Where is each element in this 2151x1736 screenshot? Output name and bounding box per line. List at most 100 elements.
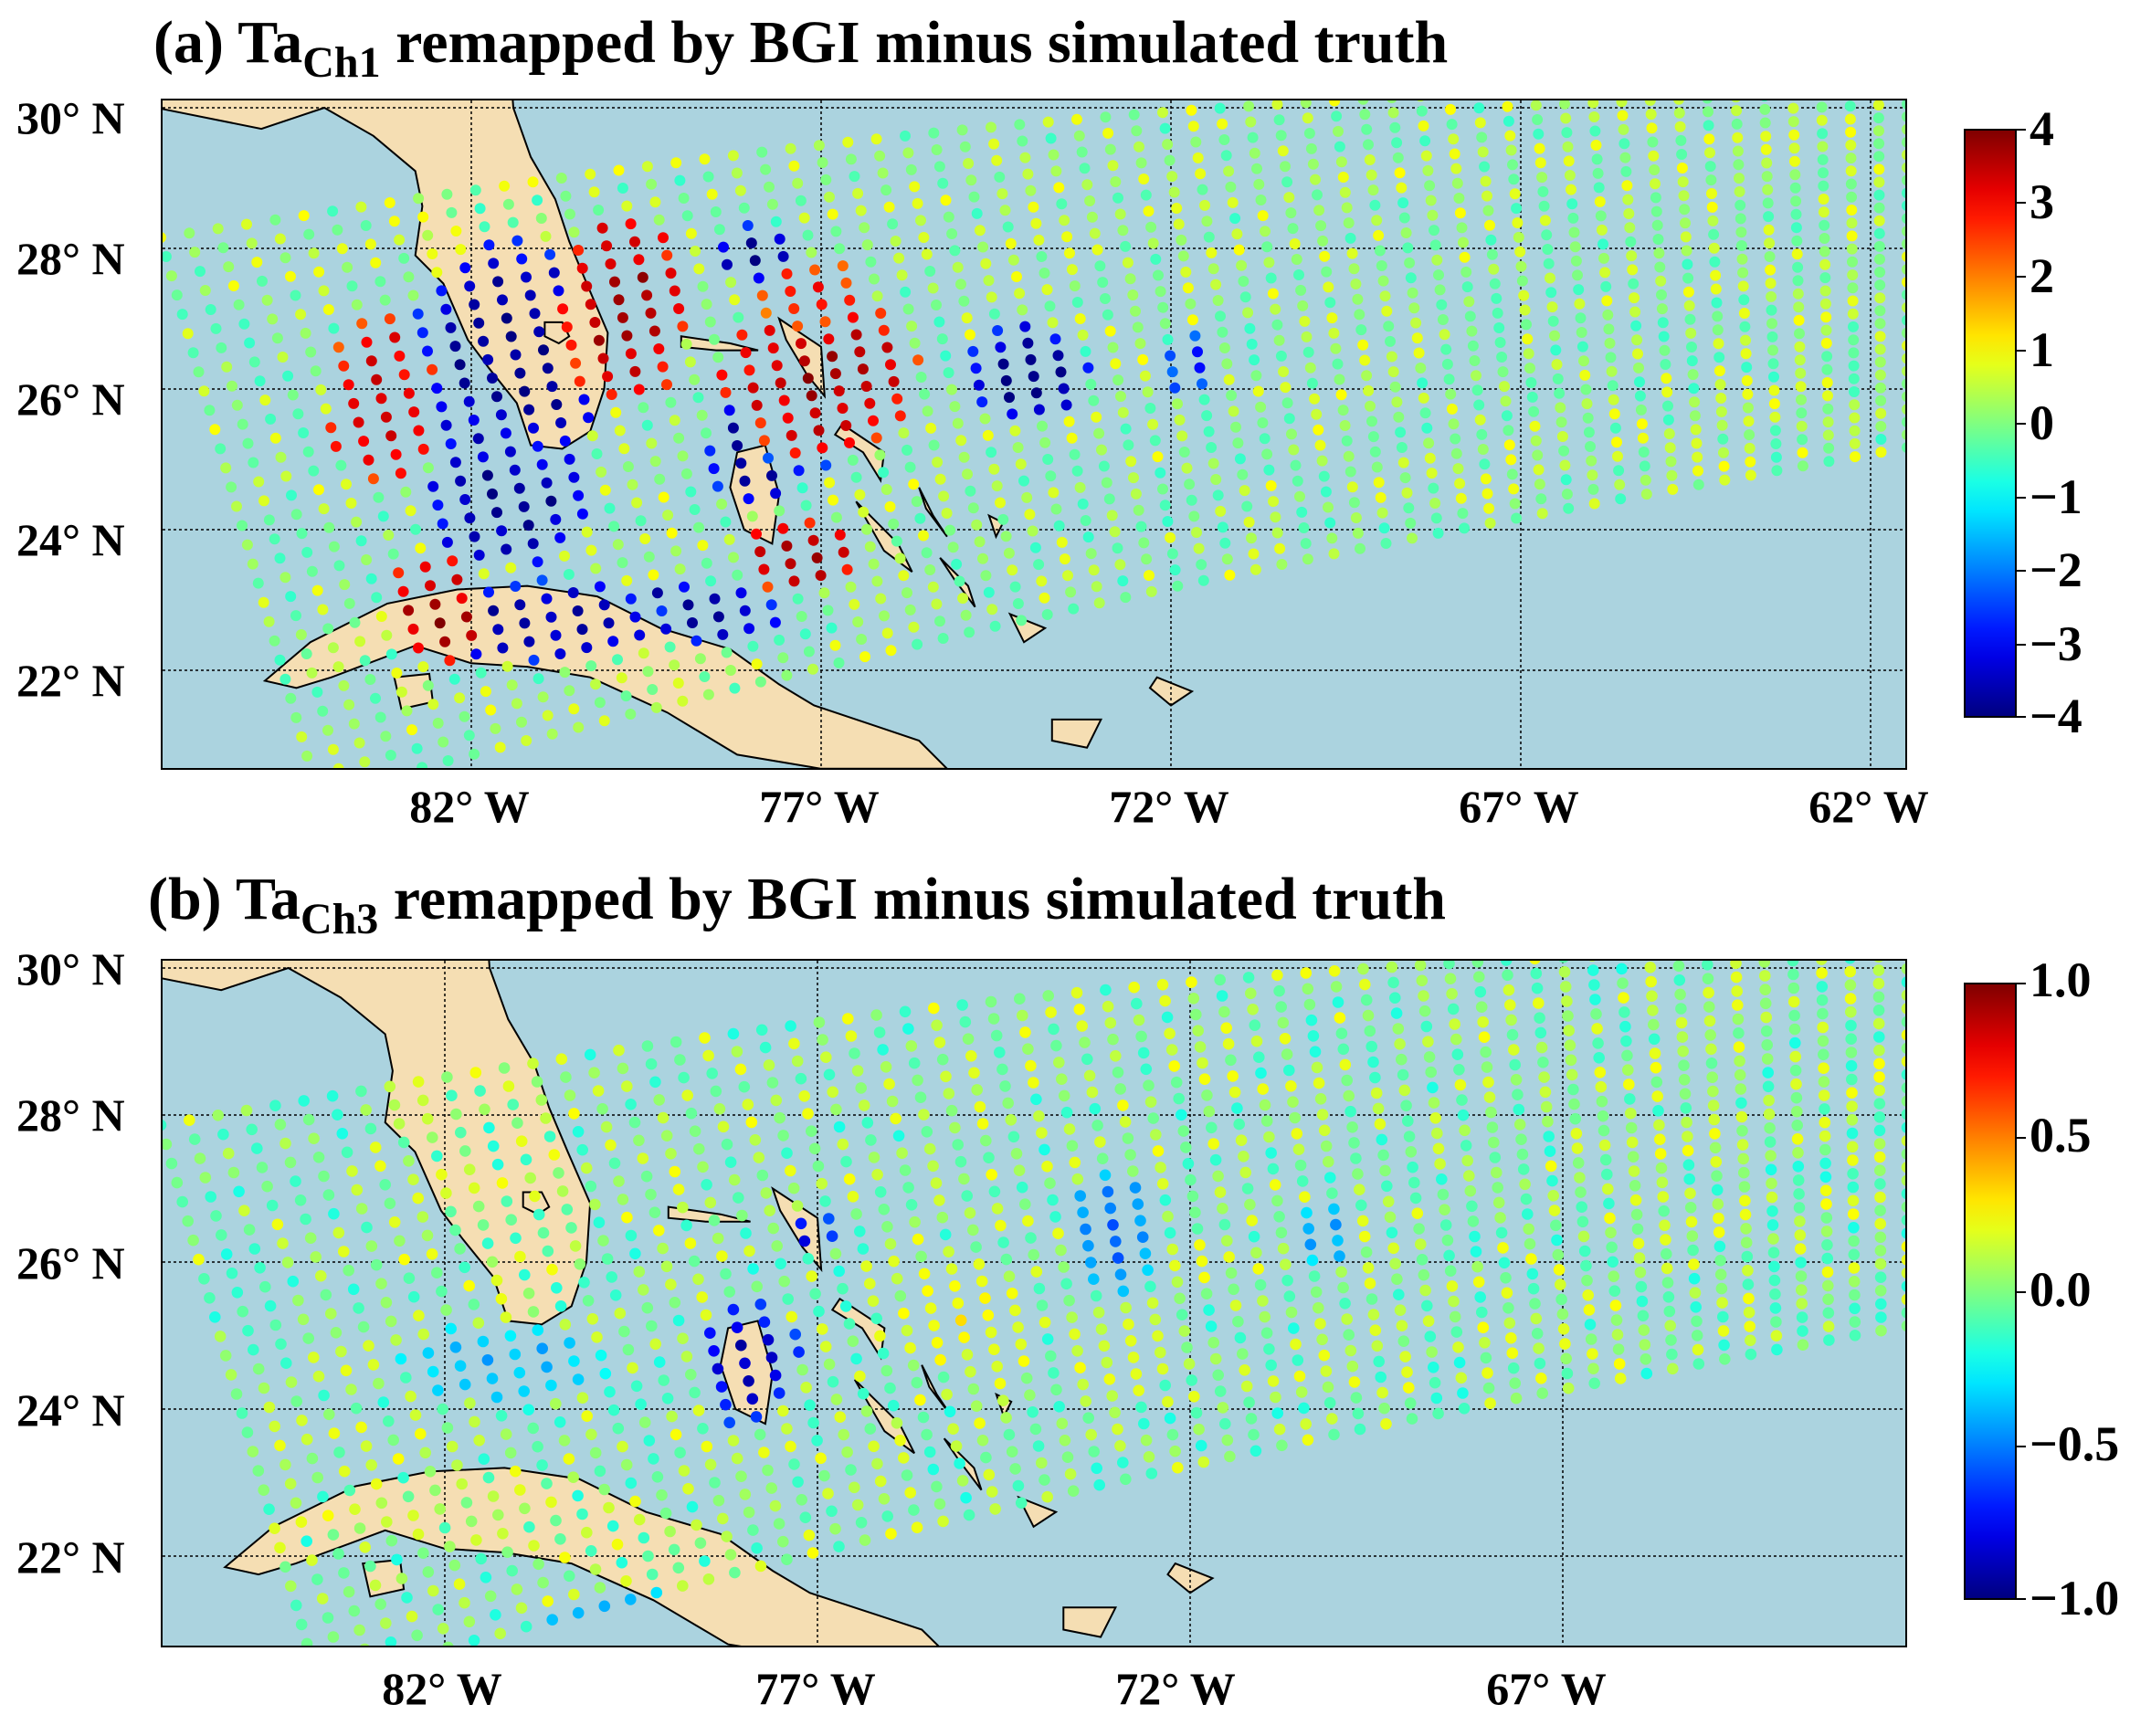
swath-point [1583,1304,1596,1316]
swath-point [1367,431,1379,443]
swath-point [395,468,406,479]
swath-point [269,432,281,444]
swath-point [1050,165,1062,177]
swath-point [345,1384,357,1395]
swath-point [292,1294,304,1307]
swath-point [1161,1011,1174,1024]
swath-point [417,1547,429,1559]
cbar-a-tick-m2: −2 [2030,542,2082,597]
swath-point [322,1189,335,1201]
swath-point [729,1566,741,1579]
swath-point [1846,1100,1858,1112]
swath-point [451,1459,463,1471]
swath-point [413,642,424,654]
swath-point [1586,455,1597,467]
swath-point [1477,1321,1490,1333]
swath-point [937,1515,949,1528]
swath-point [475,1552,487,1565]
swath-point [515,1602,528,1615]
swath-point [438,1521,451,1534]
swath-point [802,1108,814,1120]
swath-point [1480,1352,1492,1364]
swath-point [1648,1033,1661,1046]
swath-point [597,352,609,364]
swath-point [912,197,923,209]
swath-point [674,1447,686,1458]
swath-point [1332,1235,1344,1247]
swath-point [1218,1005,1230,1018]
swath-point [1344,1344,1357,1357]
swath-point [1131,125,1143,137]
swath-point [546,1263,558,1276]
swath-point [1220,1022,1232,1034]
swath-point [1246,338,1258,350]
swath-point [1449,1310,1461,1323]
swath-point [1110,358,1122,370]
swath-point [1168,1060,1180,1072]
swath-point [210,322,222,334]
swath-point [1733,1041,1745,1053]
swath-point [445,321,457,333]
swath-point [833,657,845,668]
swath-point [1684,1187,1696,1200]
swath-point [171,1176,184,1189]
swath-point [343,1264,354,1277]
swath-point [1550,344,1562,356]
swath-point [1790,195,1802,207]
swath-point [1411,332,1423,344]
swath-point [854,1370,866,1383]
swath-point [486,1256,499,1268]
swath-point [1609,422,1621,434]
swath-point [1182,282,1194,294]
swath-point [510,1232,522,1245]
swath-point [1276,1439,1288,1452]
swath-point [1873,189,1885,201]
swath-point [932,457,944,468]
swath-point [1060,1278,1072,1290]
swath-point [793,465,805,477]
swath-point [1085,1428,1097,1441]
swath-point [1901,1280,1905,1292]
swath-point [1350,279,1362,289]
swath-point [1428,482,1439,494]
swath-point [697,1423,709,1435]
swath-point [385,1534,398,1547]
swath-point [1273,1423,1286,1436]
swath-point [742,220,754,231]
swath-point [813,1016,826,1028]
swath-point [1844,965,1856,978]
swath-point [238,318,250,330]
swath-point [1009,581,1021,593]
swath-point [482,353,494,365]
swath-point [686,1500,699,1513]
swath-point [1530,100,1542,111]
swath-point [1533,464,1545,476]
swath-point [1691,437,1703,449]
swath-point [1382,1195,1395,1208]
swath-point [1432,1407,1444,1420]
swath-point [1692,1343,1704,1356]
swath-point [463,1279,475,1292]
swath-point [1364,1278,1376,1289]
swath-point [1171,203,1183,214]
swath-point [880,484,892,495]
swath-point [257,275,268,287]
swath-point [850,1352,862,1365]
swath-point [1292,1143,1305,1155]
swath-point [1303,128,1315,139]
swath-point [1901,1148,1905,1160]
swath-point [248,356,260,368]
swath-point [1560,474,1572,486]
swath-point [353,1624,365,1636]
swath-point [1205,1320,1218,1332]
swath-point [878,324,890,336]
swath-point [1337,172,1349,183]
swath-point [1515,1133,1527,1145]
swath-point [1902,378,1905,389]
swath-point [379,1179,391,1191]
swath-point [1495,1226,1508,1239]
swath-point [949,245,961,257]
swath-point [585,1428,597,1441]
swath-point [750,1411,763,1423]
swath-point [1546,301,1558,313]
